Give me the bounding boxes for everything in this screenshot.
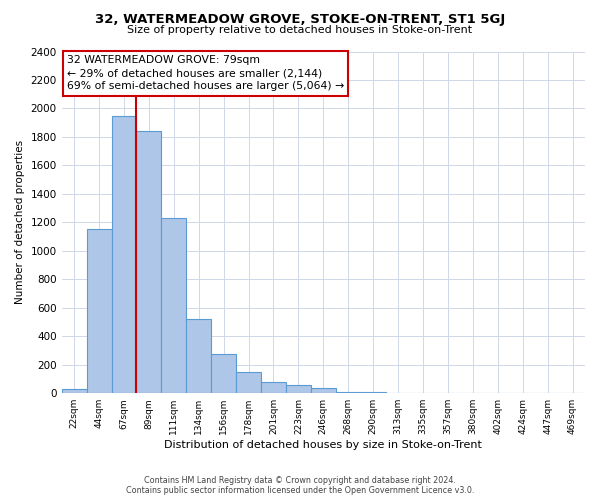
Text: Contains HM Land Registry data © Crown copyright and database right 2024.
Contai: Contains HM Land Registry data © Crown c… (126, 476, 474, 495)
Text: Size of property relative to detached houses in Stoke-on-Trent: Size of property relative to detached ho… (127, 25, 473, 35)
Text: 32 WATERMEADOW GROVE: 79sqm
← 29% of detached houses are smaller (2,144)
69% of : 32 WATERMEADOW GROVE: 79sqm ← 29% of det… (67, 55, 344, 92)
Bar (161, 218, 186, 393)
Bar (236, 372, 261, 393)
Bar (286, 386, 311, 393)
Bar (186, 319, 211, 393)
Bar (361, 392, 386, 393)
Y-axis label: Number of detached properties: Number of detached properties (15, 140, 25, 304)
Bar (136, 131, 161, 393)
Bar (112, 116, 136, 393)
Text: 32, WATERMEADOW GROVE, STOKE-ON-TRENT, ST1 5GJ: 32, WATERMEADOW GROVE, STOKE-ON-TRENT, S… (95, 12, 505, 26)
Bar (261, 382, 286, 393)
Bar (86, 230, 112, 393)
Bar (62, 389, 86, 393)
X-axis label: Distribution of detached houses by size in Stoke-on-Trent: Distribution of detached houses by size … (164, 440, 482, 450)
Bar (311, 388, 336, 393)
Bar (336, 392, 361, 393)
Bar (211, 354, 236, 393)
